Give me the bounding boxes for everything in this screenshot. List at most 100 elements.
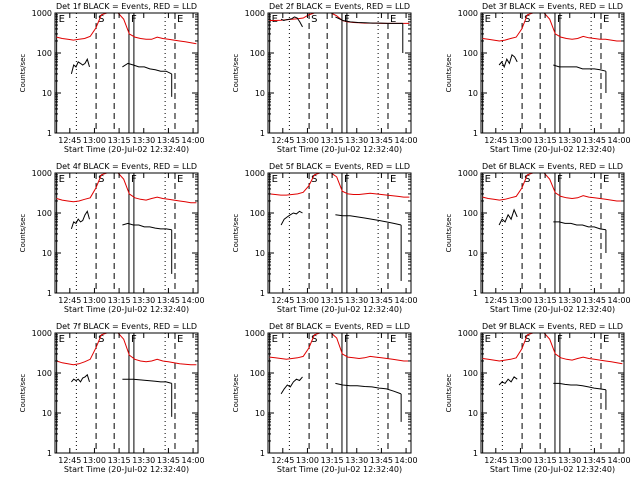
lld-series-line — [482, 332, 623, 365]
plot-frame — [480, 12, 625, 134]
x-axis-label: Start Time (20-Jul-02 12:32:40) — [64, 465, 189, 474]
y-tick-label: 1 — [47, 129, 52, 138]
x-tick-label: 13:15 — [321, 136, 344, 145]
y-axis-label: Counts/sec — [445, 374, 453, 413]
x-tick-label: 14:00 — [608, 136, 631, 145]
marker-label: S — [98, 14, 104, 25]
x-tick-label: 13:15 — [108, 136, 131, 145]
marker-label: E — [272, 334, 278, 345]
lld-series-line — [56, 172, 197, 204]
x-tick-label: 14:00 — [608, 456, 631, 465]
detector-panel: Det 3f BLACK = Events, RED = LLDESFE1101… — [445, 2, 631, 154]
x-tick-label: 13:30 — [558, 296, 581, 305]
x-tick-label: 13:15 — [534, 456, 557, 465]
marker-label: E — [177, 14, 183, 25]
x-tick-label: 13:15 — [321, 456, 344, 465]
events-series-line — [122, 378, 172, 384]
plot-frame — [54, 12, 199, 134]
panels-container: Det 1f BLACK = Events, RED = LLDESFE1101… — [19, 2, 631, 474]
marker-label: E — [603, 334, 609, 345]
x-tick-label: 14:00 — [182, 456, 205, 465]
y-tick-label: 1 — [47, 449, 52, 458]
y-axis-label: Counts/sec — [19, 214, 27, 253]
events-series-line — [122, 62, 172, 75]
y-tick-label: 10 — [468, 89, 478, 98]
y-tick-label: 100 — [463, 209, 478, 218]
detector-panel: Det 9f BLACK = Events, RED = LLDESFE1101… — [445, 322, 631, 474]
x-tick-label: 14:00 — [395, 296, 418, 305]
marker-label: E — [59, 334, 65, 345]
x-tick-label: 13:45 — [583, 136, 606, 145]
marker-label: S — [98, 174, 104, 185]
events-series-line — [335, 16, 403, 24]
y-tick-label: 1000 — [458, 169, 478, 178]
events-series-line — [70, 210, 90, 230]
y-tick-label: 100 — [250, 209, 265, 218]
lld-series-line — [56, 332, 197, 366]
x-tick-label: 12:45 — [271, 456, 294, 465]
y-tick-label: 1000 — [245, 169, 265, 178]
y-tick-label: 10 — [255, 89, 265, 98]
y-tick-label: 10 — [42, 249, 52, 258]
x-tick-label: 13:00 — [296, 456, 319, 465]
y-axis-label: Counts/sec — [232, 54, 240, 93]
x-tick-label: 12:45 — [484, 296, 507, 305]
events-series-line — [335, 214, 402, 226]
marker-label: E — [272, 14, 278, 25]
events-series-line — [70, 57, 90, 75]
marker-label: E — [177, 334, 183, 345]
marker-label: E — [485, 174, 491, 185]
x-tick-label: 13:45 — [370, 456, 393, 465]
x-tick-label: 13:30 — [132, 296, 155, 305]
x-tick-label: 13:00 — [296, 296, 319, 305]
lld-series-line — [269, 332, 410, 362]
detector-panel: Det 1f BLACK = Events, RED = LLDESFE1101… — [19, 2, 205, 154]
x-axis-label: Start Time (20-Jul-02 12:32:40) — [277, 305, 402, 314]
x-tick-label: 14:00 — [395, 456, 418, 465]
marker-label: E — [390, 14, 396, 25]
y-axis-label: Counts/sec — [19, 54, 27, 93]
x-tick-label: 14:00 — [182, 296, 205, 305]
panel-title: Det 5f BLACK = Events, RED = LLD — [269, 162, 410, 171]
y-tick-label: 100 — [463, 49, 478, 58]
events-series-line — [498, 53, 518, 69]
plot-frame — [267, 172, 412, 294]
x-tick-label: 13:30 — [345, 296, 368, 305]
x-tick-label: 13:45 — [583, 456, 606, 465]
x-tick-label: 14:00 — [608, 296, 631, 305]
y-tick-label: 1 — [47, 289, 52, 298]
panel-title: Det 6f BLACK = Events, RED = LLD — [482, 162, 623, 171]
marker-label: E — [390, 174, 396, 185]
marker-label: S — [524, 334, 530, 345]
x-tick-label: 13:00 — [83, 136, 106, 145]
detector-panel: Det 8f BLACK = Events, RED = LLDESFE1101… — [232, 322, 418, 474]
panel-title: Det 2f BLACK = Events, RED = LLD — [269, 2, 410, 11]
panel-title: Det 1f BLACK = Events, RED = LLD — [56, 2, 197, 11]
detector-panel: Det 4f BLACK = Events, RED = LLDESFE1101… — [19, 162, 205, 314]
y-tick-label: 1000 — [458, 329, 478, 338]
x-tick-label: 12:45 — [484, 456, 507, 465]
x-tick-label: 13:45 — [370, 136, 393, 145]
y-tick-label: 1 — [260, 449, 265, 458]
y-tick-label: 1 — [473, 449, 478, 458]
detector-panel: Det 2f BLACK = Events, RED = LLDESFE1101… — [232, 2, 418, 154]
events-series-line — [280, 16, 303, 28]
events-series-line — [553, 221, 606, 231]
x-tick-label: 13:00 — [296, 136, 319, 145]
y-tick-label: 1000 — [245, 9, 265, 18]
x-tick-label: 13:45 — [370, 296, 393, 305]
panel-title: Det 7f BLACK = Events, RED = LLD — [56, 322, 197, 331]
x-tick-label: 13:45 — [157, 456, 180, 465]
x-axis-label: Start Time (20-Jul-02 12:32:40) — [277, 465, 402, 474]
x-tick-label: 12:45 — [58, 456, 81, 465]
x-tick-label: 12:45 — [484, 136, 507, 145]
y-tick-label: 10 — [468, 249, 478, 258]
y-tick-label: 1 — [473, 129, 478, 138]
x-tick-label: 13:15 — [108, 456, 131, 465]
x-tick-label: 13:15 — [534, 136, 557, 145]
y-tick-label: 100 — [463, 369, 478, 378]
x-tick-label: 13:30 — [345, 136, 368, 145]
y-tick-label: 100 — [37, 209, 52, 218]
events-series-line — [71, 373, 90, 383]
